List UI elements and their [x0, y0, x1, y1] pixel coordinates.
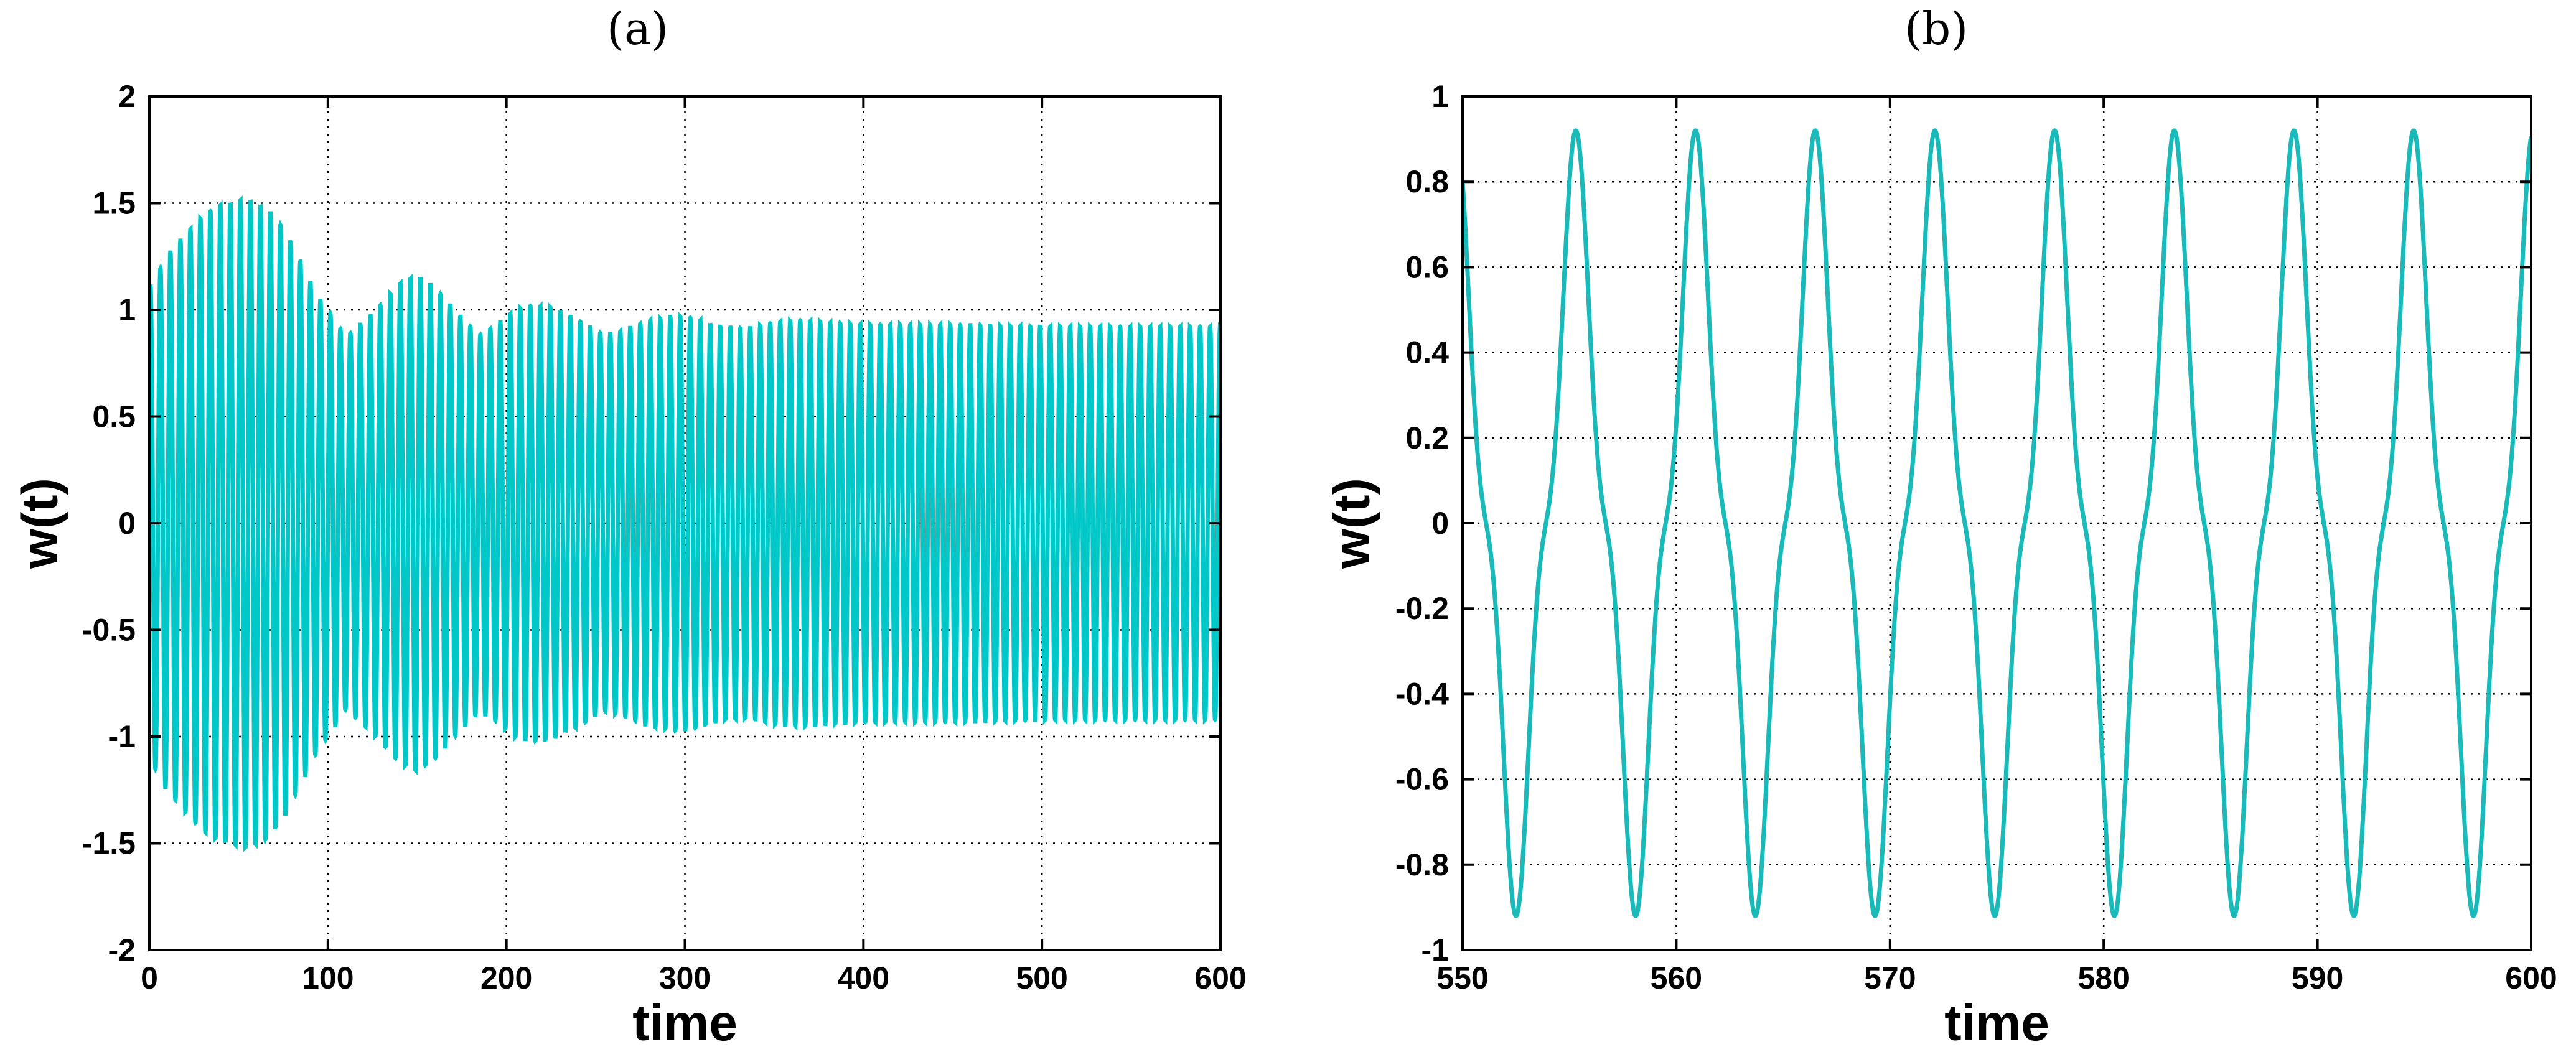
x-tick-label: 200 [480, 961, 532, 995]
x-tick-label: 400 [838, 961, 889, 995]
x-tick-label: 300 [659, 961, 711, 995]
series-line-w [1463, 128, 2531, 918]
y-tick-label: 1 [118, 292, 136, 327]
x-tick-label: 580 [2077, 961, 2129, 995]
x-tick-label: 500 [1016, 961, 1067, 995]
y-tick-label: -1 [1421, 933, 1449, 967]
y-tick-label: 0 [1431, 506, 1449, 541]
y-tick-label: -0.6 [1395, 762, 1449, 797]
y-tick-label: 1.5 [92, 186, 136, 221]
axes-frame [1461, 95, 2532, 951]
y-axis-title: w(t) [1324, 478, 1380, 569]
y-tick-label: 0.8 [1405, 164, 1449, 199]
y-tick-label: -0.8 [1395, 847, 1449, 882]
y-tick-label: -0.5 [82, 613, 136, 648]
x-tick-label: 550 [1436, 961, 1488, 995]
x-tick-label: 600 [2505, 961, 2557, 995]
y-tick-label: -2 [108, 933, 136, 967]
x-axis-title: time [1944, 995, 2049, 1051]
y-tick-label: 0.5 [92, 399, 136, 434]
y-axis-title: w(t) [12, 478, 68, 569]
y-tick-label: 2 [118, 79, 136, 114]
y-tick-label: 0.4 [1405, 335, 1449, 370]
y-tick-label: -1 [108, 719, 136, 754]
x-tick-label: 100 [302, 961, 354, 995]
panel-label-b: (b) [1904, 2, 1969, 55]
y-tick-label: 0.6 [1405, 249, 1449, 284]
plot-panel-a: 0 100 200 300 400 500 600 -2 -1.5 -1 -0.5 0 0.5 1 1.5 2… [12, 79, 1247, 1051]
series-line-w [149, 195, 1220, 852]
x-tick-label: 570 [1864, 961, 1916, 995]
y-tick-label: -0.4 [1395, 676, 1449, 711]
x-tick-label: 0 [141, 961, 158, 995]
panel-label-a: (a) [607, 2, 669, 55]
x-axis-title: time [632, 995, 738, 1051]
x-tick-label: 590 [2292, 961, 2343, 995]
y-tick-label: 0.2 [1405, 421, 1449, 455]
plot-panel-b: 550 560 570 580 590 600 -1 -0.8 -0.6 -0.4 -0.2 0 0.2… [1324, 79, 2557, 1051]
x-tick-label: 600 [1194, 961, 1246, 995]
y-tick-label: -0.2 [1395, 591, 1449, 626]
grid-lines [1461, 95, 2532, 951]
y-tick-label: -1.5 [82, 826, 136, 861]
y-tick-label: 1 [1431, 79, 1449, 114]
x-tick-label: 560 [1651, 961, 1702, 995]
y-tick-label: 0 [118, 506, 136, 541]
